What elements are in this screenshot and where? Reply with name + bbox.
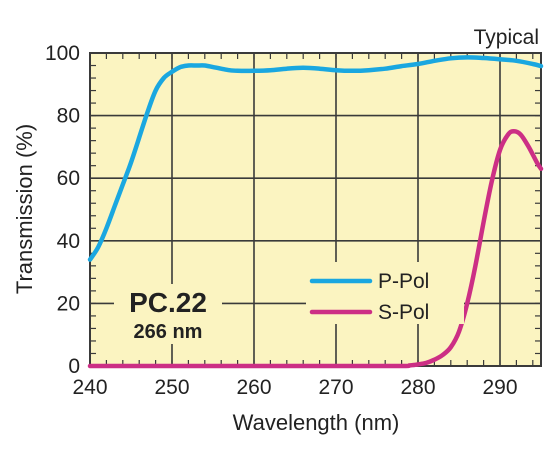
legend: P-Pol S-Pol bbox=[306, 262, 464, 324]
x-tick-label: 240 bbox=[72, 376, 107, 399]
x-tick-label: 250 bbox=[154, 376, 189, 399]
badge-title: PC.22 bbox=[129, 287, 207, 318]
y-tick-label: 0 bbox=[68, 355, 80, 378]
x-tick-label: 280 bbox=[400, 376, 435, 399]
badge-subtitle: 266 nm bbox=[134, 321, 203, 343]
corner-note: Typical bbox=[474, 26, 539, 49]
y-tick-label: 80 bbox=[57, 105, 80, 128]
y-tick-label: 20 bbox=[57, 292, 80, 315]
product-badge: PC.22 266 nm bbox=[114, 284, 222, 344]
x-axis-title: Wavelength (nm) bbox=[233, 410, 400, 435]
x-tick-label: 260 bbox=[236, 376, 271, 399]
badge-background bbox=[114, 284, 222, 344]
legend-label-s-pol: S-Pol bbox=[378, 301, 429, 324]
y-tick-label: 60 bbox=[57, 167, 80, 190]
series-line-p-pol bbox=[87, 55, 544, 262]
x-tick-label: 270 bbox=[318, 376, 353, 399]
legend-label-p-pol: P-Pol bbox=[378, 270, 429, 293]
y-tick-label: 100 bbox=[45, 42, 80, 65]
y-axis-title: Transmission (%) bbox=[12, 124, 37, 294]
x-tick-label: 290 bbox=[482, 376, 517, 399]
y-tick-label: 40 bbox=[57, 230, 80, 253]
tick-labels: 240 250 260 270 280 290 0 20 40 60 80 100 bbox=[45, 42, 518, 399]
